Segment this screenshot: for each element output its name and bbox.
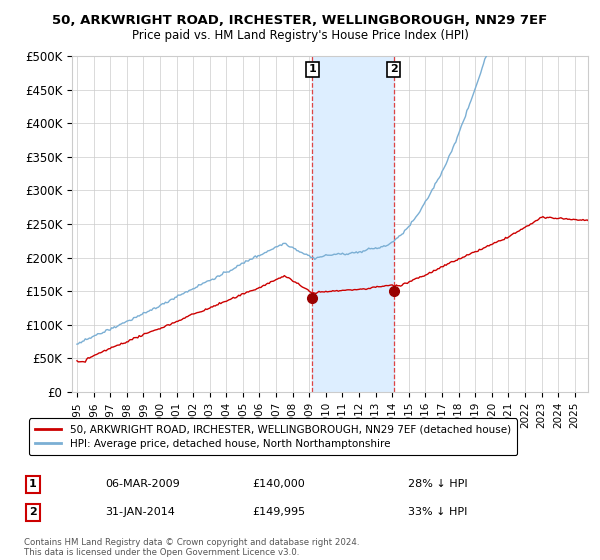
Text: 33% ↓ HPI: 33% ↓ HPI — [408, 507, 467, 517]
Text: 2: 2 — [389, 64, 397, 74]
Text: £140,000: £140,000 — [252, 479, 305, 489]
Text: 06-MAR-2009: 06-MAR-2009 — [105, 479, 180, 489]
Text: 1: 1 — [308, 64, 316, 74]
Text: Contains HM Land Registry data © Crown copyright and database right 2024.
This d: Contains HM Land Registry data © Crown c… — [24, 538, 359, 557]
Text: 1: 1 — [29, 479, 37, 489]
Text: 2: 2 — [29, 507, 37, 517]
Text: 28% ↓ HPI: 28% ↓ HPI — [408, 479, 467, 489]
Text: £149,995: £149,995 — [252, 507, 305, 517]
Text: 50, ARKWRIGHT ROAD, IRCHESTER, WELLINGBOROUGH, NN29 7EF: 50, ARKWRIGHT ROAD, IRCHESTER, WELLINGBO… — [52, 14, 548, 27]
Text: Price paid vs. HM Land Registry's House Price Index (HPI): Price paid vs. HM Land Registry's House … — [131, 29, 469, 42]
Bar — [312, 56, 394, 392]
Text: 31-JAN-2014: 31-JAN-2014 — [105, 507, 175, 517]
Legend: 50, ARKWRIGHT ROAD, IRCHESTER, WELLINGBOROUGH, NN29 7EF (detached house), HPI: A: 50, ARKWRIGHT ROAD, IRCHESTER, WELLINGBO… — [29, 418, 517, 455]
